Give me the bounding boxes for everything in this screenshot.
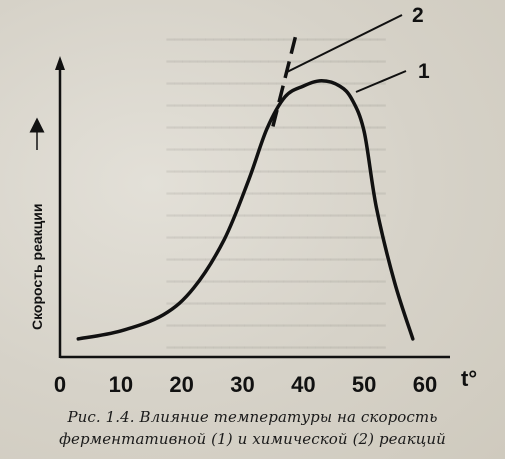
- x-tick-label: 60: [413, 372, 437, 397]
- series-2-line: [271, 29, 299, 127]
- curve-label-1: 1: [418, 60, 430, 83]
- figure-caption-line-2: ферментативной (1) и химической (2) реак…: [59, 430, 446, 448]
- curve-label-1-leader: [355, 70, 407, 93]
- y-axis-label: Скорость реакции: [29, 204, 45, 331]
- x-tick-label: 20: [169, 372, 193, 397]
- series-1-line: [76, 78, 415, 341]
- figure-caption-line-1: Рис. 1.4. Влияние температуры на скорост…: [67, 408, 438, 426]
- x-tick-label: 10: [109, 372, 133, 397]
- x-axis-label: t°: [461, 366, 477, 391]
- x-tick-label: 30: [230, 372, 254, 397]
- y-axis-arrow: [55, 56, 65, 70]
- chart: Скорость реакции 0 10 20 30 40 50 60 t° 12: [29, 4, 477, 397]
- x-tick-labels: 0 10 20 30 40 50 60: [54, 372, 437, 397]
- curve-labels: 12: [286, 4, 430, 93]
- x-tick-label: 50: [352, 372, 376, 397]
- series-group: [76, 29, 415, 341]
- x-tick-label: 40: [291, 372, 315, 397]
- curve-label-2: 2: [412, 4, 424, 27]
- curve-label-2-leader: [286, 14, 403, 73]
- x-tick-label: 0: [54, 372, 66, 397]
